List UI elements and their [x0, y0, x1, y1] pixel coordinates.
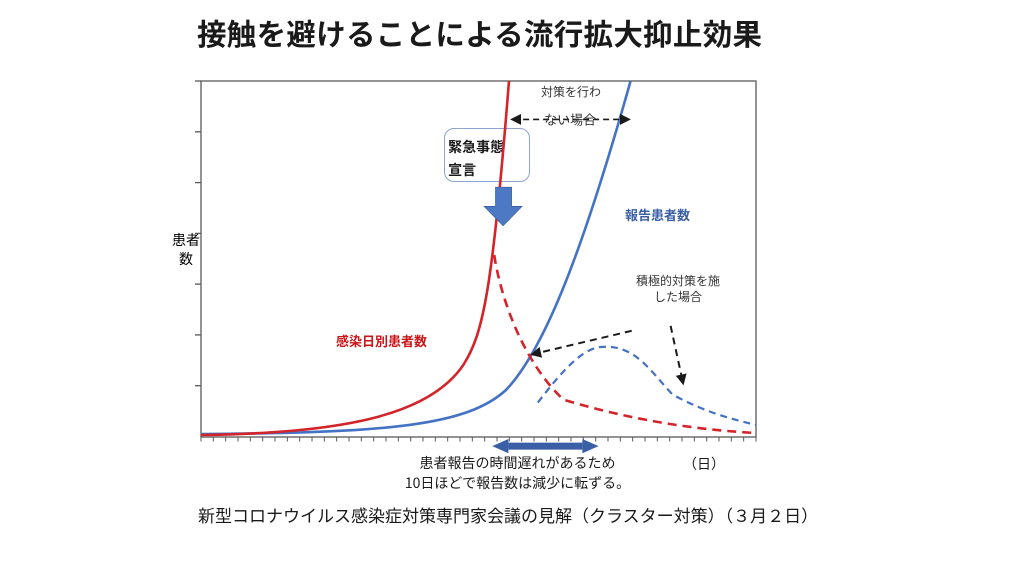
svg-text:ない場合: ない場合 [544, 110, 596, 129]
